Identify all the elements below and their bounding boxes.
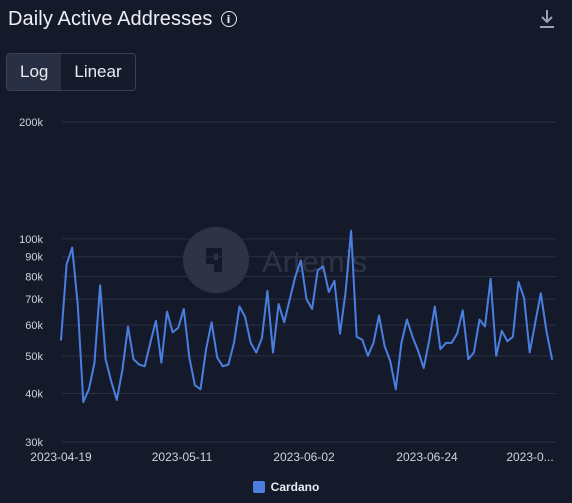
y-tick-label-7: 40k: [25, 388, 43, 400]
watermark: Artemis: [183, 227, 367, 293]
x-tick-label-2: 2023-06-02: [273, 450, 335, 464]
x-tick-label-1: 2023-05-11: [152, 450, 213, 464]
x-tick-label-3: 2023-06-24: [396, 450, 458, 464]
y-tick-label-2: 90k: [25, 252, 43, 264]
x-tick-label-4: 2023-0...: [506, 450, 553, 464]
scale-toggle: Log Linear: [6, 53, 136, 91]
download-icon[interactable]: [538, 8, 556, 30]
series-line-cardano: [60, 229, 553, 404]
chart-title: Daily Active Addresses: [8, 7, 213, 30]
y-tick-label-0: 200k: [19, 117, 43, 129]
linear-scale-button[interactable]: Linear: [61, 54, 135, 90]
x-tick-label-0: 2023-04-19: [30, 450, 92, 464]
y-tick-label-1: 100k: [19, 234, 43, 246]
y-tick-label-6: 50k: [25, 351, 43, 363]
chart-legend: Cardano: [0, 480, 572, 494]
y-tick-label-8: 30k: [25, 437, 43, 449]
legend-swatch-cardano: [252, 481, 265, 493]
y-tick-label-5: 60k: [25, 320, 43, 332]
watermark-glyph: [206, 248, 222, 272]
chart-header: Daily Active Addresses i: [8, 6, 237, 32]
log-scale-button[interactable]: Log: [7, 54, 62, 90]
legend-label-cardano[interactable]: Cardano: [270, 480, 320, 494]
y-tick-label-3: 80k: [25, 272, 43, 284]
y-tick-label-4: 70k: [25, 294, 43, 306]
info-icon[interactable]: i: [220, 11, 237, 27]
